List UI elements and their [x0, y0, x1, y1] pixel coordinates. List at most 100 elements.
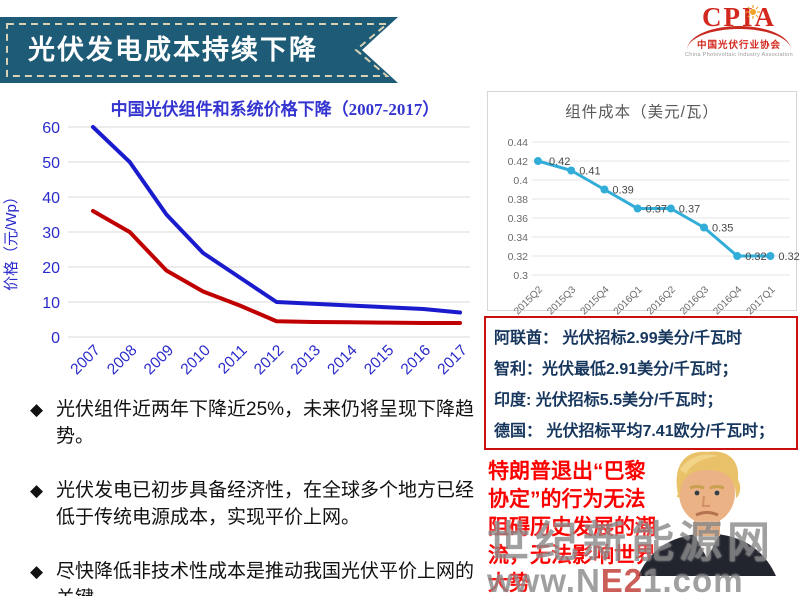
series-red-lower-line [91, 209, 462, 325]
y-tick-label: 0.4 [513, 175, 528, 187]
bullet-item: ◆ 光伏组件近两年下降近25%，未来仍将呈现下降趋势。 [30, 396, 478, 450]
page-title: 光伏发电成本持续下降 [28, 34, 318, 65]
x-tick-label: 2016Q4 [711, 284, 744, 317]
y-tick-label: 0.42 [508, 156, 529, 168]
bullet-text: 尽快降低非技术性成本是推动我国光伏平价上网的关键。 [56, 561, 475, 596]
data-label: 0.32 [778, 251, 799, 263]
x-tick-label: 2015Q4 [579, 284, 612, 317]
sun-icon [746, 0, 760, 23]
logo-en-name: China Photovoltaic Industry Association [684, 52, 793, 58]
price-detail: 光伏最低2.91美分/千瓦时； [542, 361, 738, 378]
watermark-url: www.NE21.com [487, 562, 744, 596]
bullet-list: ◆ 光伏组件近两年下降近25%，未来仍将呈现下降趋势。 ◆ 光伏发电已初步具备经… [30, 396, 478, 596]
data-point [733, 252, 742, 260]
x-tick-label: 2015 [361, 342, 397, 378]
tender-price-box: 阿联酋： 光伏招标2.99美分/千瓦时 智利：光伏最低2.91美分/千瓦时； 印… [484, 316, 798, 450]
trump-photo [614, 446, 800, 576]
diamond-bullet-icon: ◆ [30, 400, 44, 419]
x-tick-label: 2008 [104, 342, 140, 378]
y-tick-label: 40 [42, 190, 60, 207]
x-tick-label: 2017 [434, 342, 470, 378]
series-module-cost [537, 159, 771, 258]
country-label: 阿联酋： [494, 330, 559, 347]
hair-swoosh [680, 454, 718, 474]
diamond-bullet-icon: ◆ [30, 562, 44, 581]
data-point [666, 204, 675, 213]
module-cost-chart-title: 组件成本（美元/瓦） [565, 104, 719, 121]
price-row-india: 印度: 光伏招标5.5美分/千瓦时； [494, 385, 796, 416]
x-tick-label: 2014 [324, 342, 361, 379]
bullet-text: 光伏发电已初步具备经济性，在全球多个地方已经低于传统电源成本，实现平价上网。 [56, 480, 475, 528]
price-row-uae: 阿联酋： 光伏招标2.99美分/千瓦时 [494, 323, 796, 354]
price-row-chile: 智利：光伏最低2.91美分/千瓦时； [494, 354, 796, 385]
y-tick-label: 0.32 [508, 251, 529, 263]
y-tick-label: 60 [42, 120, 60, 137]
data-label: 0.39 [612, 185, 633, 197]
watermark: 世纪新能源网 www.NE21.com [487, 522, 800, 596]
data-label: 0.37 [646, 204, 667, 216]
price-row-germany: 德国： 光伏招标平均7.41欧分/千瓦时； [494, 416, 796, 447]
logo-cn-name: 中国光伏行业协会 [696, 40, 781, 51]
data-point [700, 223, 708, 232]
x-tick-label: 2015Q2 [512, 284, 545, 317]
y-tick-label: 0.44 [508, 137, 529, 149]
logo-arc-icon [687, 26, 791, 53]
x-tick-label: 2012 [251, 342, 287, 378]
data-label: 0.42 [549, 156, 570, 168]
bullet-text: 光伏组件近两年下降近25%，未来仍将呈现下降趋势。 [56, 399, 475, 447]
x-tick-label: 2011 [215, 342, 251, 378]
x-tick-label: 2016Q1 [612, 284, 645, 317]
data-label: 0.37 [679, 204, 700, 216]
x-tick-label: 2017Q1 [745, 284, 778, 317]
y-tick-label: 0 [51, 330, 60, 347]
price-detail: 光伏招标2.99美分/千瓦时 [558, 330, 743, 347]
data-point [600, 185, 609, 194]
cpia-logo-text: CPIA [684, 4, 794, 31]
diamond-bullet-icon: ◆ [30, 481, 44, 500]
x-tick-label: 2016Q2 [645, 284, 678, 317]
country-label: 智利： [494, 361, 543, 378]
x-tick-label: 2016Q3 [678, 284, 711, 317]
eyebrow-left [689, 485, 705, 490]
y-tick-label: 10 [42, 295, 60, 312]
y-tick-label: 0.36 [508, 213, 529, 225]
data-label: 0.35 [712, 223, 733, 235]
x-tick-label: 2007 [67, 342, 103, 378]
data-label: 0.41 [579, 166, 600, 178]
eye-left [694, 490, 700, 496]
bullet-item: ◆ 尽快降低非技术性成本是推动我国光伏平价上网的关键。 [30, 558, 478, 596]
trump-commentary-text: 特朗普退出“巴黎协定”的行为无法阻碍历史发展的潮流，无法影响世界大势 [488, 460, 656, 595]
face [679, 462, 735, 524]
x-tick-label: 2009 [141, 342, 177, 378]
price-detail: 光伏招标平均7.41欧分/千瓦时； [542, 423, 775, 440]
data-point [766, 252, 775, 260]
watermark-cn: 世纪新能源网 [487, 519, 775, 567]
eye-right [714, 490, 720, 496]
data-point [534, 157, 542, 165]
y-axis-title: 价格（元/Wp） [3, 189, 20, 291]
nose [701, 495, 710, 507]
x-tick-label: 2016 [398, 342, 434, 378]
eyebrow-right [709, 485, 725, 490]
data-point [633, 204, 642, 213]
china-price-chart: 中国光伏组件和系统价格下降（2007-2017） 0 10 20 30 40 50 60 价格… [0, 93, 480, 393]
country-label: 印度: [494, 392, 532, 409]
y-tick-label: 0.38 [508, 194, 529, 206]
bullet-item: ◆ 光伏发电已初步具备经济性，在全球多个地方已经低于传统电源成本，实现平价上网。 [30, 477, 478, 531]
x-tick-label: 2010 [178, 342, 215, 379]
series-blue-upper-line [91, 125, 462, 315]
y-tick-label: 30 [42, 225, 60, 242]
country-label: 德国： [494, 423, 543, 440]
y-tick-label: 0.3 [513, 270, 528, 282]
china-price-chart-title: 中国光伏组件和系统价格下降（2007-2017） [110, 100, 440, 119]
x-tick-label: 2013 [288, 342, 324, 378]
module-cost-chart: 组件成本（美元/瓦） 0.3 0.32 0.34 0.36 0.38 0.4 0.42 0.4… [487, 91, 800, 317]
shirt [694, 534, 720, 558]
x-tick-label: 2015Q3 [545, 284, 578, 317]
data-label: 0.32 [745, 251, 766, 263]
data-point [567, 166, 576, 175]
ribbon-shape-icon [0, 17, 398, 83]
